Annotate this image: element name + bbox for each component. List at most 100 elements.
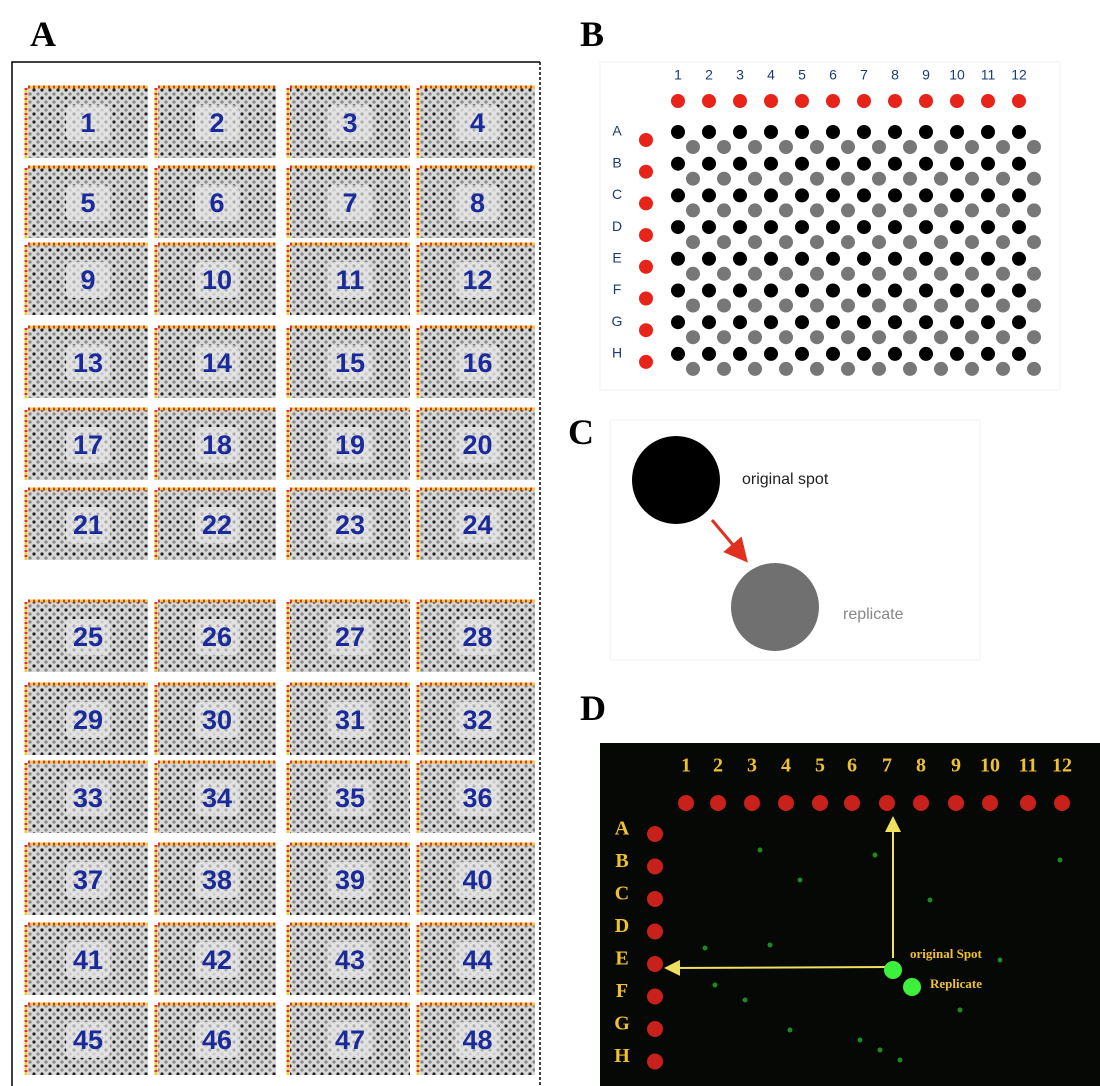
- original-spot: [764, 188, 778, 202]
- replicate-spot: [1027, 267, 1041, 281]
- control-spot: [647, 891, 663, 907]
- replicate-spot: [686, 362, 700, 376]
- replicate-spot: [779, 362, 793, 376]
- replicate-spot: [686, 172, 700, 186]
- control-spot: [913, 795, 929, 811]
- replicate-spot: [934, 362, 948, 376]
- replicate-spot: [903, 330, 917, 344]
- original-spot: [671, 220, 685, 234]
- block-number: 24: [462, 510, 492, 540]
- column-label: 6: [847, 755, 857, 777]
- control-spot: [647, 956, 663, 972]
- replicate-spot: [717, 235, 731, 249]
- row-label: C: [612, 186, 622, 202]
- replicate-spot: [748, 203, 762, 217]
- column-label: 2: [705, 67, 713, 83]
- replicate-spot: [934, 299, 948, 313]
- original-spot: [671, 315, 685, 329]
- figure: A B C D original spot replicate 12345678…: [0, 0, 1100, 1086]
- original-spot: [950, 284, 964, 298]
- original-spot: [1012, 315, 1026, 329]
- noise-spot: [873, 853, 878, 858]
- block-number: 9: [80, 265, 95, 295]
- row-label: A: [615, 818, 630, 840]
- control-spot: [733, 94, 747, 108]
- replicate-spot: [965, 235, 979, 249]
- block-number: 34: [202, 783, 232, 813]
- control-spot: [647, 989, 663, 1005]
- replicate-spot: [810, 140, 824, 154]
- block-number: 1: [80, 108, 95, 138]
- column-label: 4: [781, 755, 791, 777]
- replicate-spot: [872, 362, 886, 376]
- original-spot: [919, 188, 933, 202]
- replicate-spot: [841, 299, 855, 313]
- replicate-spot: [779, 330, 793, 344]
- replicate-spot: [841, 235, 855, 249]
- original-spot: [950, 125, 964, 139]
- original-spot: [950, 220, 964, 234]
- original-spot: [981, 125, 995, 139]
- original-spot: [981, 188, 995, 202]
- panel-label: D: [580, 688, 606, 728]
- block-number: 44: [462, 945, 492, 975]
- replicate-spot: [841, 140, 855, 154]
- replicate-spot: [841, 362, 855, 376]
- replicate-spot: [779, 299, 793, 313]
- original-spot: [950, 347, 964, 361]
- row-label: H: [612, 345, 622, 361]
- original-spot: [826, 220, 840, 234]
- replicate-spot: [841, 330, 855, 344]
- original-spot: [733, 220, 747, 234]
- original-spot: [795, 347, 809, 361]
- original-spot: [764, 125, 778, 139]
- block-number: 42: [202, 945, 232, 975]
- original-spot: [919, 315, 933, 329]
- page: {"panels": { "A": {"label": "A", "blocks…: [0, 0, 1100, 1086]
- replicate-spot: [872, 172, 886, 186]
- replicate-spot: [996, 362, 1010, 376]
- original-spot: [826, 315, 840, 329]
- original-spot: [733, 157, 747, 171]
- original-spot: [1012, 188, 1026, 202]
- block-number: 8: [470, 188, 485, 218]
- replicate-spot: [965, 299, 979, 313]
- control-spot: [812, 795, 828, 811]
- replicate-spot: [934, 140, 948, 154]
- replicate-spot: [779, 235, 793, 249]
- original-spot: [764, 252, 778, 266]
- original-spot: [702, 125, 716, 139]
- replicate-spot: [717, 140, 731, 154]
- original-spot: [764, 220, 778, 234]
- noise-spot: [758, 848, 763, 853]
- noise-spot: [768, 943, 773, 948]
- noise-spot: [928, 898, 933, 903]
- control-spot: [879, 795, 895, 811]
- control-spot: [639, 228, 653, 242]
- row-label: E: [612, 250, 621, 266]
- original-spot: [857, 315, 871, 329]
- replicate-spot: [810, 235, 824, 249]
- original-spot: [981, 347, 995, 361]
- control-spot: [1012, 94, 1026, 108]
- replicate-spot: [872, 203, 886, 217]
- control-spot: [795, 94, 809, 108]
- noise-spot: [713, 983, 718, 988]
- original-spot: [826, 284, 840, 298]
- original-spot: [950, 157, 964, 171]
- control-spot: [844, 795, 860, 811]
- replicate-spot: [934, 172, 948, 186]
- control-spot: [919, 94, 933, 108]
- block-number: 11: [336, 265, 365, 295]
- row-label: D: [612, 218, 622, 234]
- original-spot: [888, 157, 902, 171]
- replicate-spot: [903, 362, 917, 376]
- replicate-spot: [748, 267, 762, 281]
- block-number: 26: [202, 622, 232, 652]
- block-number: 17: [73, 430, 103, 460]
- original-spot: [981, 220, 995, 234]
- row-label: F: [613, 281, 622, 297]
- replicate-spot: [731, 563, 819, 651]
- original-spot: [950, 188, 964, 202]
- replicate-spot: [810, 267, 824, 281]
